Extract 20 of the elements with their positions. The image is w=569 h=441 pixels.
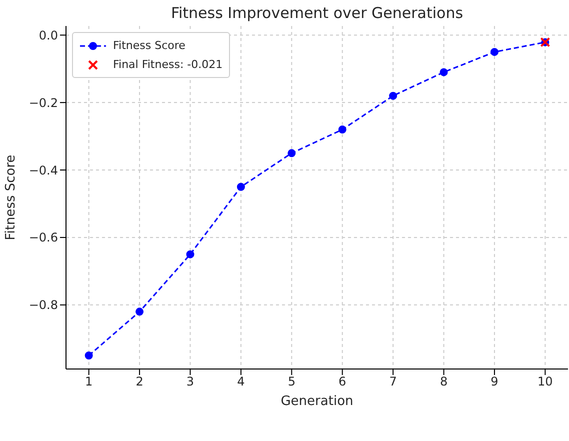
x-tick-label: 9: [490, 374, 498, 389]
y-tick-label: −0.2: [28, 96, 58, 110]
x-tick-label: 6: [338, 374, 346, 389]
x-tick-label: 10: [538, 374, 553, 389]
y-tick-label: 0.0: [38, 28, 58, 42]
x-tick-label: 1: [85, 374, 93, 389]
x-tick-label: 2: [136, 374, 144, 389]
legend-label: Final Fitness: -0.021: [113, 58, 223, 71]
x-tick-label: 7: [389, 374, 397, 389]
x-tick-label: 3: [186, 374, 194, 389]
y-tick-label: −0.8: [28, 298, 58, 312]
x-axis-title: Generation: [280, 394, 354, 409]
x-tick-label: 5: [288, 374, 296, 389]
legend-label: Fitness Score: [113, 39, 186, 52]
x-tick-label: 4: [237, 374, 245, 389]
y-tick-label: −0.4: [28, 163, 58, 178]
chart-title: Fitness Improvement over Generations: [170, 4, 464, 22]
y-axis-title: Fitness Score: [4, 154, 19, 240]
x-tick-label: 8: [440, 374, 448, 389]
y-tick-label: −0.6: [28, 230, 58, 245]
